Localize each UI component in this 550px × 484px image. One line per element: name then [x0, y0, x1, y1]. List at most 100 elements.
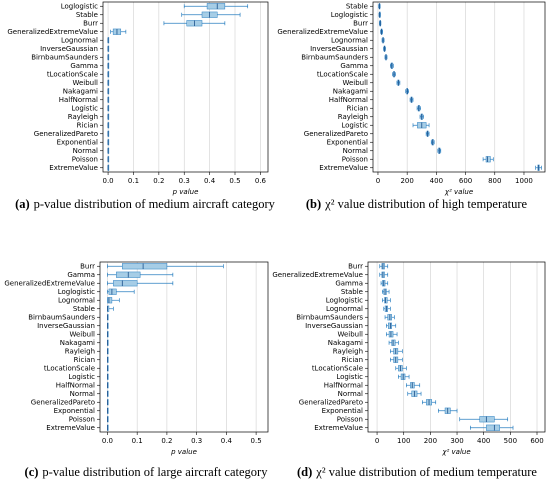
category-label: Gamma [335, 279, 363, 287]
box [479, 416, 495, 423]
category-label: Rayleigh [68, 113, 98, 121]
category-label: Rayleigh [65, 347, 95, 355]
x-tick-label: 0.0 [103, 177, 114, 185]
x-tick-label: 200 [424, 437, 437, 445]
category-label: Rician [74, 356, 95, 364]
category-label: Weibull [72, 79, 98, 87]
category-label: BirnbaumSaunders [301, 53, 368, 61]
category-label: tLocationScale [317, 70, 368, 78]
caption-label: (a) [15, 197, 30, 211]
x-axis-label: p value [170, 448, 197, 456]
category-label: Lognormal [326, 305, 363, 313]
category-label: Nakagami [63, 87, 98, 95]
category-label: Normal [343, 147, 368, 155]
category-label: Stable [76, 11, 98, 19]
category-label: BirnbaumSaunders [28, 313, 95, 321]
category-label: Exponential [57, 138, 98, 146]
category-label: Burr [80, 262, 95, 270]
category-label: InverseGaussian [37, 322, 95, 330]
category-label: InverseGaussian [305, 322, 363, 330]
category-label: GeneralizedExtremeValue [277, 28, 368, 36]
caption-text: χ² value distribution of medium temperat… [316, 465, 537, 479]
category-label: ExtremeValue [319, 164, 368, 172]
category-label: Gamma [70, 62, 98, 70]
category-label: Gamma [340, 62, 368, 70]
category-label: Loglogistic [331, 11, 368, 19]
category-label: Loglogistic [58, 288, 95, 296]
category-label: GeneralizedExtremeValue [4, 279, 95, 287]
category-label: Exponential [322, 407, 363, 415]
x-tick-label: 300 [450, 437, 463, 445]
category-label: Rayleigh [338, 113, 368, 121]
category-label: Rician [77, 121, 98, 129]
category-label: Poisson [72, 155, 98, 163]
x-tick-label: 0.2 [153, 177, 164, 185]
caption: (a) p-value distribution of medium aircra… [10, 196, 280, 212]
x-tick-label: 0.6 [255, 177, 267, 185]
plot-frame [99, 261, 269, 433]
category-label: HalfNormal [324, 381, 363, 389]
category-label: GeneralizedExtremeValue [7, 28, 98, 36]
category-label: tLocationScale [44, 364, 95, 372]
category-label: ExtremeValue [49, 164, 98, 172]
category-label: Normal [70, 390, 95, 398]
category-label: Poisson [342, 155, 368, 163]
x-tick-label: 0.5 [251, 437, 262, 445]
category-label: InverseGaussian [310, 45, 368, 53]
caption-label: (b) [305, 197, 322, 211]
box [107, 297, 113, 304]
category-label: Lognormal [58, 296, 95, 304]
category-label: ExtremeValue [314, 424, 363, 432]
box [486, 424, 500, 431]
x-tick-label: 1000 [515, 177, 533, 185]
category-label: tLocationScale [47, 70, 98, 78]
plot-frame [367, 261, 546, 433]
caption-text: p-value distribution of medium aircraft … [33, 197, 275, 211]
category-label: Nakagami [328, 339, 363, 347]
category-label: GeneralizedPareto [31, 398, 95, 406]
category-label: Nakagami [333, 87, 368, 95]
caption: (d) χ² value distribution of medium tempe… [284, 464, 550, 480]
category-label: Loglogistic [61, 2, 98, 10]
x-axis-label: χ² value [441, 448, 470, 456]
x-tick-label: 500 [504, 437, 517, 445]
category-label: Poisson [69, 415, 95, 423]
category-label: Logistic [336, 373, 363, 381]
category-label: Logistic [341, 121, 368, 129]
x-tick-label: 0.0 [102, 437, 113, 445]
category-label: Gamma [67, 271, 95, 279]
caption-label: (c) [24, 465, 39, 479]
x-tick-label: 0.4 [204, 177, 216, 185]
category-label: GeneralizedPareto [304, 130, 368, 138]
category-label: GeneralizedPareto [299, 398, 363, 406]
category-label: Rayleigh [333, 347, 363, 355]
x-tick-label: 400 [477, 437, 490, 445]
category-label: Exponential [54, 407, 95, 415]
caption-label: (d) [297, 465, 313, 479]
category-label: Loglogistic [326, 296, 363, 304]
box [113, 280, 138, 287]
category-label: Lognormal [331, 36, 368, 44]
category-label: GeneralizedPareto [34, 130, 98, 138]
x-tick-label: 600 [459, 177, 472, 185]
category-label: tLocationScale [312, 364, 363, 372]
category-label: Rician [347, 104, 368, 112]
box [206, 3, 226, 10]
category-label: Exponential [327, 138, 368, 146]
x-tick-label: 400 [430, 177, 443, 185]
x-tick-label: 0.4 [221, 437, 233, 445]
box [122, 263, 168, 270]
x-tick-label: 0.3 [179, 177, 190, 185]
category-label: Stable [341, 288, 363, 296]
category-label: HalfNormal [56, 381, 95, 389]
category-label: Rician [342, 356, 363, 364]
x-axis-label: χ² value [444, 188, 473, 196]
x-tick-label: 0.2 [161, 437, 172, 445]
category-label: InverseGaussian [40, 45, 98, 53]
x-tick-label: 0.5 [229, 177, 240, 185]
x-tick-label: 100 [397, 437, 410, 445]
plot-frame [102, 1, 269, 173]
category-label: Stable [346, 2, 368, 10]
box [108, 288, 117, 295]
